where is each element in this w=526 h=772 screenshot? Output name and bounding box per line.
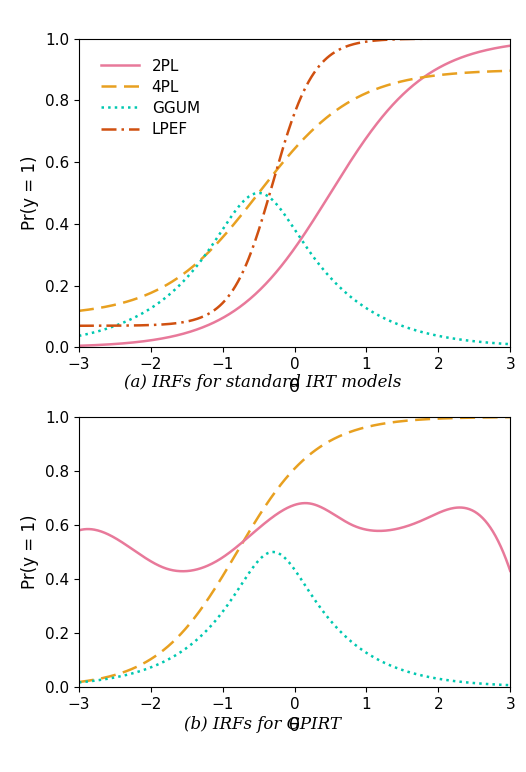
Y-axis label: Pr(y = 1): Pr(y = 1) xyxy=(22,156,39,230)
Text: (a) IRFs for standard IRT models: (a) IRFs for standard IRT models xyxy=(124,374,402,391)
Y-axis label: Pr(y = 1): Pr(y = 1) xyxy=(22,515,39,589)
X-axis label: θ: θ xyxy=(289,378,300,396)
Legend: 2PL, 4PL, GGUM, LPEF: 2PL, 4PL, GGUM, LPEF xyxy=(95,52,206,143)
X-axis label: θ: θ xyxy=(289,717,300,736)
Text: (b) IRFs for GPIRT: (b) IRFs for GPIRT xyxy=(185,716,341,733)
